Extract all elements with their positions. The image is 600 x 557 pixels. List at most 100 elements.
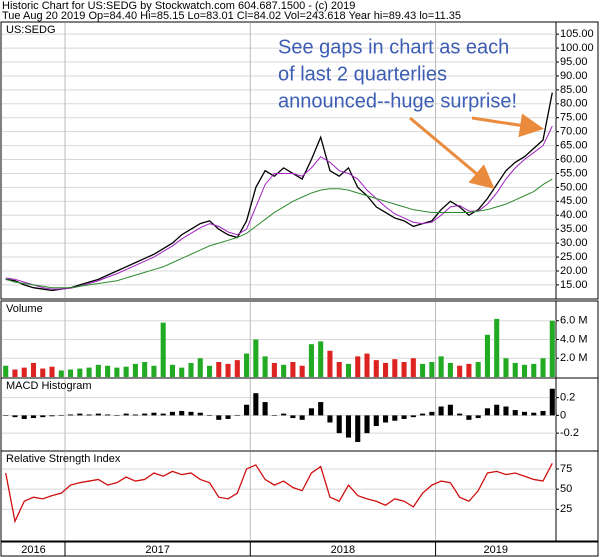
bar xyxy=(494,404,500,416)
bar xyxy=(364,415,370,434)
arrow xyxy=(409,116,495,189)
y-tick-label: 105.00 xyxy=(560,28,594,40)
bar xyxy=(521,411,528,416)
y-tick-label: 95.00 xyxy=(560,56,588,68)
bar xyxy=(197,358,203,377)
bar xyxy=(114,415,120,416)
bar xyxy=(151,365,157,377)
bar xyxy=(262,356,268,377)
bar xyxy=(392,359,398,377)
y-tick-label: 50 xyxy=(560,483,572,495)
arrow xyxy=(471,113,544,138)
y-tick-label: 55.00 xyxy=(560,167,588,179)
y-tick-label: 45.00 xyxy=(560,195,588,207)
bar xyxy=(68,414,74,416)
y-tick-label: 60.00 xyxy=(560,153,588,165)
bar xyxy=(512,362,518,377)
bar xyxy=(58,415,64,416)
bar xyxy=(271,362,277,377)
bar xyxy=(355,415,361,443)
bar xyxy=(457,365,463,377)
bar xyxy=(475,362,481,377)
bar xyxy=(271,415,277,416)
bar xyxy=(206,415,213,416)
bar xyxy=(420,363,426,377)
bar xyxy=(142,413,148,416)
plot-area xyxy=(3,388,555,443)
bar xyxy=(160,413,166,416)
bar xyxy=(290,362,296,377)
panel-title: Relative Strength Index xyxy=(6,453,121,465)
bar xyxy=(392,415,398,421)
bar xyxy=(86,367,92,377)
bar xyxy=(290,415,296,419)
y-tick-label: 25 xyxy=(560,503,572,515)
bar xyxy=(457,413,463,416)
series-line xyxy=(5,462,553,524)
bar xyxy=(503,358,509,377)
bar xyxy=(503,406,509,416)
bar xyxy=(49,366,55,377)
bar xyxy=(475,415,481,419)
header-line: Tue Aug 20 2019 Op=84.40 Hi=85.15 Lo=83.… xyxy=(2,10,461,22)
bar xyxy=(21,367,27,377)
bar xyxy=(521,364,528,377)
y-tick-label: 0.2 xyxy=(560,392,575,404)
bar xyxy=(484,334,490,377)
y-tick-label: 40.00 xyxy=(560,209,588,221)
bar xyxy=(308,408,314,416)
bar xyxy=(484,408,490,416)
bar xyxy=(49,415,55,417)
panel-frame xyxy=(0,450,599,542)
bar xyxy=(58,370,64,377)
header-line: Historic Chart for US:SEDG by Stockwatch… xyxy=(2,0,355,12)
y-tick-label: 30.00 xyxy=(560,237,588,249)
x-tick-label: 2017 xyxy=(145,544,169,556)
bar xyxy=(447,404,453,416)
bar xyxy=(40,368,46,377)
bar xyxy=(345,363,352,377)
bar xyxy=(12,415,18,418)
x-tick-label: 2019 xyxy=(484,544,508,556)
bar xyxy=(30,362,37,377)
bar xyxy=(401,415,407,419)
bar xyxy=(531,412,537,416)
bar xyxy=(132,414,138,416)
y-tick-label: 65.00 xyxy=(560,139,588,151)
bar xyxy=(410,358,416,377)
annotation: announced--huge surprise! xyxy=(278,90,517,112)
bar xyxy=(355,356,361,377)
bar xyxy=(179,410,185,416)
x-axis-frame xyxy=(0,541,599,557)
bar xyxy=(336,415,342,434)
y-tick-label: 6.0 M xyxy=(560,315,588,327)
x-tick-label: 2016 xyxy=(21,544,45,556)
bar xyxy=(86,414,92,416)
y-tick-label: 0 xyxy=(560,409,566,421)
bar xyxy=(382,415,389,423)
bar xyxy=(318,341,324,377)
bar xyxy=(77,368,83,377)
bar xyxy=(160,322,166,377)
bar xyxy=(3,365,9,377)
bar xyxy=(401,362,407,377)
bar xyxy=(30,415,37,419)
y-tick-label: 75.00 xyxy=(560,112,588,124)
bar xyxy=(531,363,537,377)
panel-frame xyxy=(0,21,599,300)
bar xyxy=(466,363,472,377)
bar xyxy=(234,360,240,377)
plot-area xyxy=(5,462,553,524)
y-tick-label: 70.00 xyxy=(560,126,588,138)
y-tick-label: 35.00 xyxy=(560,223,588,235)
bar xyxy=(225,415,231,419)
bar xyxy=(132,363,138,377)
y-tick-label: 2.0 M xyxy=(560,352,588,364)
bar xyxy=(188,362,194,377)
y-tick-label: 90.00 xyxy=(560,70,588,82)
bar xyxy=(3,415,9,416)
bar xyxy=(447,362,453,377)
bar xyxy=(216,415,222,420)
bar xyxy=(327,415,333,423)
